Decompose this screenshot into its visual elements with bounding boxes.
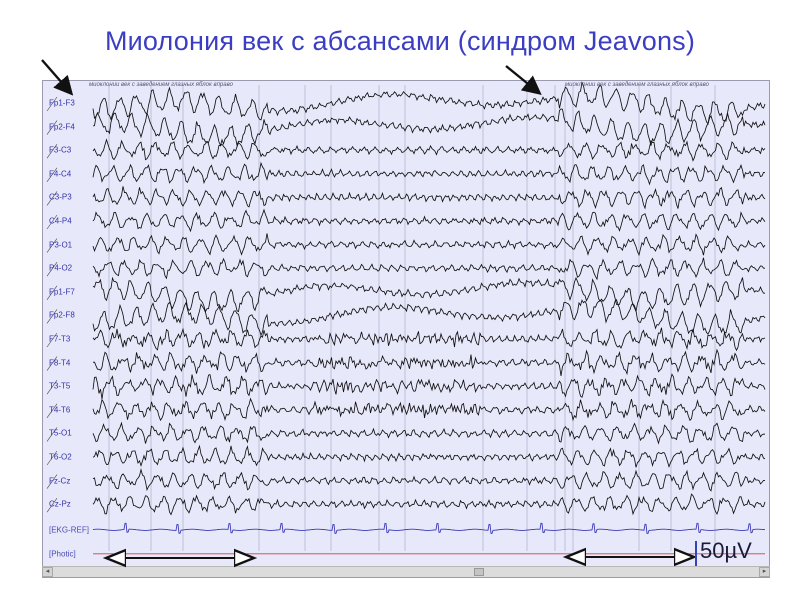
aux-channel-label: [EKG-REF]	[49, 525, 90, 535]
eeg-trace	[92, 327, 766, 352]
channel-label: C3-P3	[49, 192, 72, 202]
eeg-trace	[92, 233, 766, 257]
eeg-trace	[92, 421, 766, 445]
channel-label: Fp1-F7	[49, 287, 75, 297]
channel-label: F8-T4	[49, 358, 71, 368]
eeg-trace	[92, 373, 766, 400]
channel-label: F4-C4	[49, 169, 72, 179]
eeg-trace	[92, 81, 766, 125]
horizontal-scrollbar[interactable]: ◂ ▸	[42, 566, 770, 577]
scroll-left-icon[interactable]: ◂	[42, 567, 53, 577]
eeg-trace	[92, 257, 765, 281]
ekg-trace	[92, 522, 766, 534]
eeg-trace	[92, 276, 766, 313]
event-annotation-1: миоклонии век с заведением глазных яблок…	[89, 82, 233, 88]
eeg-trace	[92, 208, 766, 233]
eeg-trace	[92, 298, 766, 337]
eeg-trace	[92, 493, 766, 516]
eeg-trace	[92, 186, 766, 210]
amplitude-scale-label: 50µV	[700, 538, 752, 563]
channel-label: P3-O1	[49, 240, 73, 250]
channel-label: T3-T5	[49, 381, 71, 391]
channel-label: Fp1-F3	[49, 98, 75, 108]
channel-label: F7-T3	[49, 334, 71, 344]
channel-label: F3-C3	[49, 145, 72, 155]
eeg-trace	[92, 161, 765, 186]
eeg-trace	[92, 468, 765, 492]
eeg-viewer[interactable]: Fp1-F3 Fp2-F4 F3-C3 F4-C4 C3-P3 C4-P4 P3-O1 P4-…	[42, 80, 770, 578]
channel-label: Fp2-F4	[49, 122, 75, 132]
scroll-right-icon[interactable]: ▸	[759, 567, 770, 577]
channel-label: T5-O1	[49, 428, 72, 438]
aux-channel-label: [Photic]	[49, 549, 76, 559]
channel-label: Fp2-F8	[49, 310, 75, 320]
channel-label: Fz-Cz	[49, 476, 71, 486]
eeg-trace	[92, 138, 766, 162]
scroll-thumb[interactable]	[474, 568, 484, 576]
channel-label: Cz-Pz	[49, 499, 71, 509]
eeg-traces	[46, 81, 766, 555]
eeg-trace	[92, 444, 766, 468]
eeg-trace	[92, 108, 766, 147]
slide-title: Миолония век с абсансами (синдром Jeavon…	[104, 26, 696, 56]
event-annotation-2: миоклонии век с заведением глазных яблок…	[565, 82, 709, 88]
eeg-trace	[92, 348, 766, 376]
channel-label: T6-O2	[49, 452, 72, 462]
channel-label: T4-T6	[49, 405, 71, 415]
eeg-trace	[92, 397, 766, 422]
channel-label: P4-O2	[49, 263, 73, 273]
channel-label: C4-P4	[49, 216, 72, 226]
